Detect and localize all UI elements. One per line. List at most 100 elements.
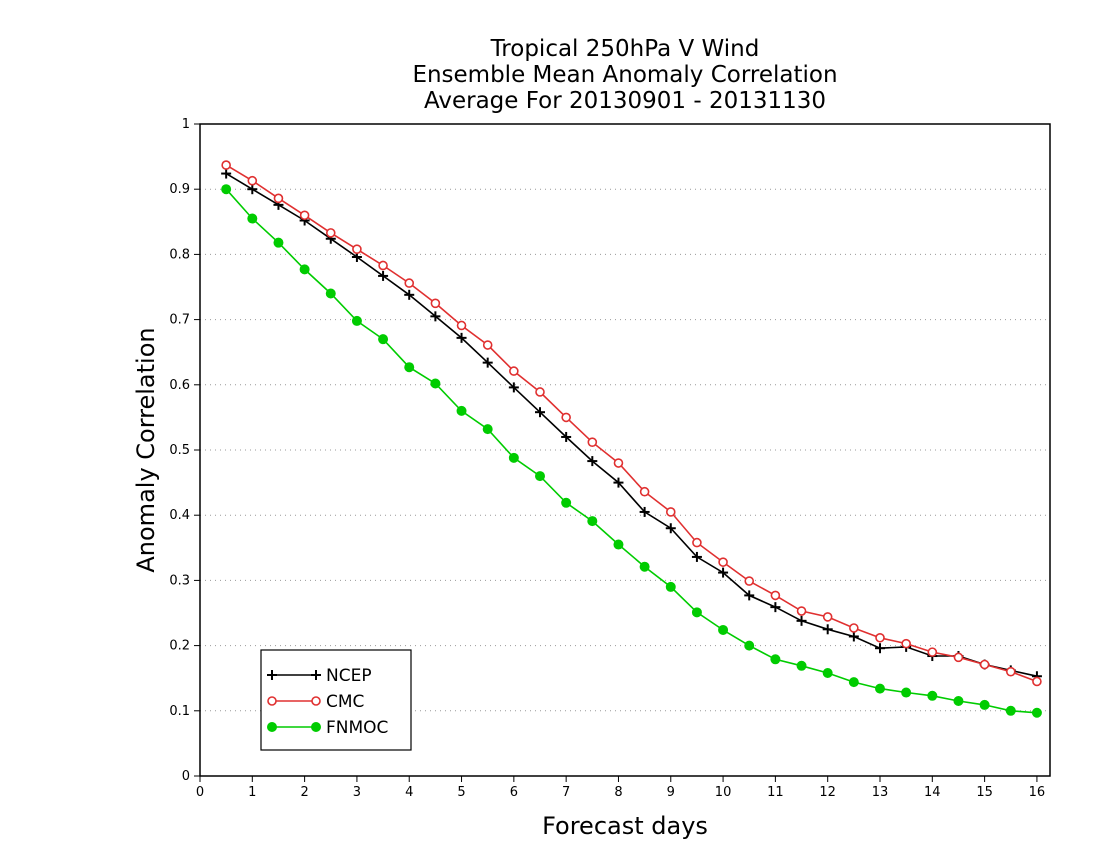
x-tick-label: 6	[510, 785, 518, 800]
x-axis-label: Forecast days	[542, 812, 708, 840]
point-cmc	[273, 193, 284, 204]
point-ncep	[744, 590, 755, 601]
series-line-cmc	[225, 164, 1038, 683]
point-cmc	[692, 537, 702, 548]
point-fnmoc	[875, 683, 885, 694]
x-tick-label: 1	[248, 785, 256, 800]
legend: NCEP CMC FNMOC	[260, 649, 412, 751]
point-cmc	[744, 576, 755, 586]
point-fnmoc	[221, 184, 232, 195]
point-fnmoc	[273, 237, 284, 248]
point-ncep	[404, 289, 415, 300]
point-fnmoc	[979, 699, 990, 710]
point-cmc	[325, 228, 336, 238]
series-cmc	[221, 160, 1042, 687]
x-tick-label: 9	[667, 785, 675, 800]
legend-marker-cmc	[311, 696, 321, 706]
point-cmc	[404, 278, 415, 288]
x-tick-label: 0	[196, 785, 204, 800]
x-tick-label: 14	[924, 785, 941, 800]
point-cmc	[1005, 666, 1016, 677]
point-cmc	[587, 437, 598, 447]
point-fnmoc	[665, 581, 676, 592]
legend-label-fnmoc: FNMOC	[326, 718, 388, 738]
y-tick-label: 0.1	[169, 704, 190, 719]
point-ncep	[561, 431, 572, 442]
y-tick-label: 0.5	[169, 443, 190, 458]
legend-marker-ncep	[267, 670, 277, 680]
point-ncep	[482, 357, 493, 368]
x-tick-label: 15	[976, 785, 993, 800]
point-fnmoc	[613, 539, 624, 550]
point-fnmoc	[901, 687, 912, 698]
point-fnmoc	[482, 424, 493, 435]
point-fnmoc	[299, 264, 310, 275]
legend-marker-fnmoc	[267, 722, 277, 732]
point-fnmoc	[691, 607, 702, 618]
point-ncep	[665, 523, 676, 534]
x-tick-label: 13	[872, 785, 889, 800]
legend-marker-ncep	[311, 670, 321, 680]
point-fnmoc	[822, 667, 833, 678]
point-cmc	[613, 458, 624, 468]
legend-marker-cmc	[267, 696, 277, 706]
point-cmc	[875, 632, 885, 643]
point-cmc	[352, 244, 362, 254]
point-ncep	[247, 184, 258, 195]
y-tick-label: 0.2	[169, 639, 190, 654]
point-fnmoc	[927, 690, 938, 701]
point-ncep	[535, 407, 545, 418]
point-fnmoc	[1005, 705, 1016, 716]
point-ncep	[875, 643, 885, 654]
x-tick-label: 3	[353, 785, 361, 800]
x-tick-label: 4	[405, 785, 413, 800]
x-tick-label: 11	[767, 785, 784, 800]
chart-title-line-1: Tropical 250hPa V Wind	[490, 36, 760, 62]
point-cmc	[221, 160, 231, 170]
point-cmc	[378, 260, 388, 271]
point-ncep	[691, 551, 702, 562]
legend-label-cmc: CMC	[326, 692, 364, 712]
point-fnmoc	[456, 405, 467, 416]
point-cmc	[927, 647, 938, 657]
point-cmc	[796, 606, 807, 616]
legend-label-ncep: NCEP	[326, 666, 372, 686]
y-tick-label: 0.3	[169, 573, 190, 588]
axis-ticks: 00.10.20.30.40.50.60.70.80.910 1 2 3 4 5 6 7 8 9 1…	[169, 117, 1045, 800]
x-tick-label: 12	[819, 785, 836, 800]
point-ncep	[430, 311, 441, 322]
point-fnmoc	[430, 378, 441, 389]
legend-marker-fnmoc	[311, 722, 321, 732]
point-ncep	[587, 456, 598, 467]
point-fnmoc	[378, 334, 389, 345]
point-fnmoc	[508, 452, 519, 463]
point-ncep	[639, 506, 650, 517]
x-tick-label: 8	[614, 785, 622, 800]
point-fnmoc	[587, 516, 598, 527]
point-ncep	[221, 168, 232, 179]
x-tick-label: 5	[457, 785, 465, 800]
point-cmc	[718, 557, 728, 567]
grid-lines	[200, 188, 1050, 712]
point-ncep	[822, 624, 833, 635]
legend-box	[260, 649, 412, 751]
point-cmc	[299, 210, 310, 221]
point-fnmoc	[1031, 707, 1042, 718]
y-tick-label: 0.7	[169, 313, 190, 328]
y-tick-label: 0.6	[169, 378, 190, 393]
x-tick-label: 16	[1029, 785, 1046, 800]
point-fnmoc	[953, 696, 964, 707]
y-tick-label: 1	[182, 117, 190, 132]
point-cmc	[247, 175, 258, 186]
point-cmc	[561, 412, 571, 423]
point-cmc	[535, 387, 545, 397]
point-cmc	[979, 659, 990, 670]
point-fnmoc	[744, 640, 755, 651]
series-fnmoc	[221, 184, 1042, 718]
point-fnmoc	[535, 471, 545, 482]
point-fnmoc	[325, 288, 336, 299]
point-ncep	[456, 332, 467, 343]
series-layer	[221, 160, 1042, 718]
point-cmc	[770, 590, 781, 601]
x-tick-label: 7	[562, 785, 570, 800]
